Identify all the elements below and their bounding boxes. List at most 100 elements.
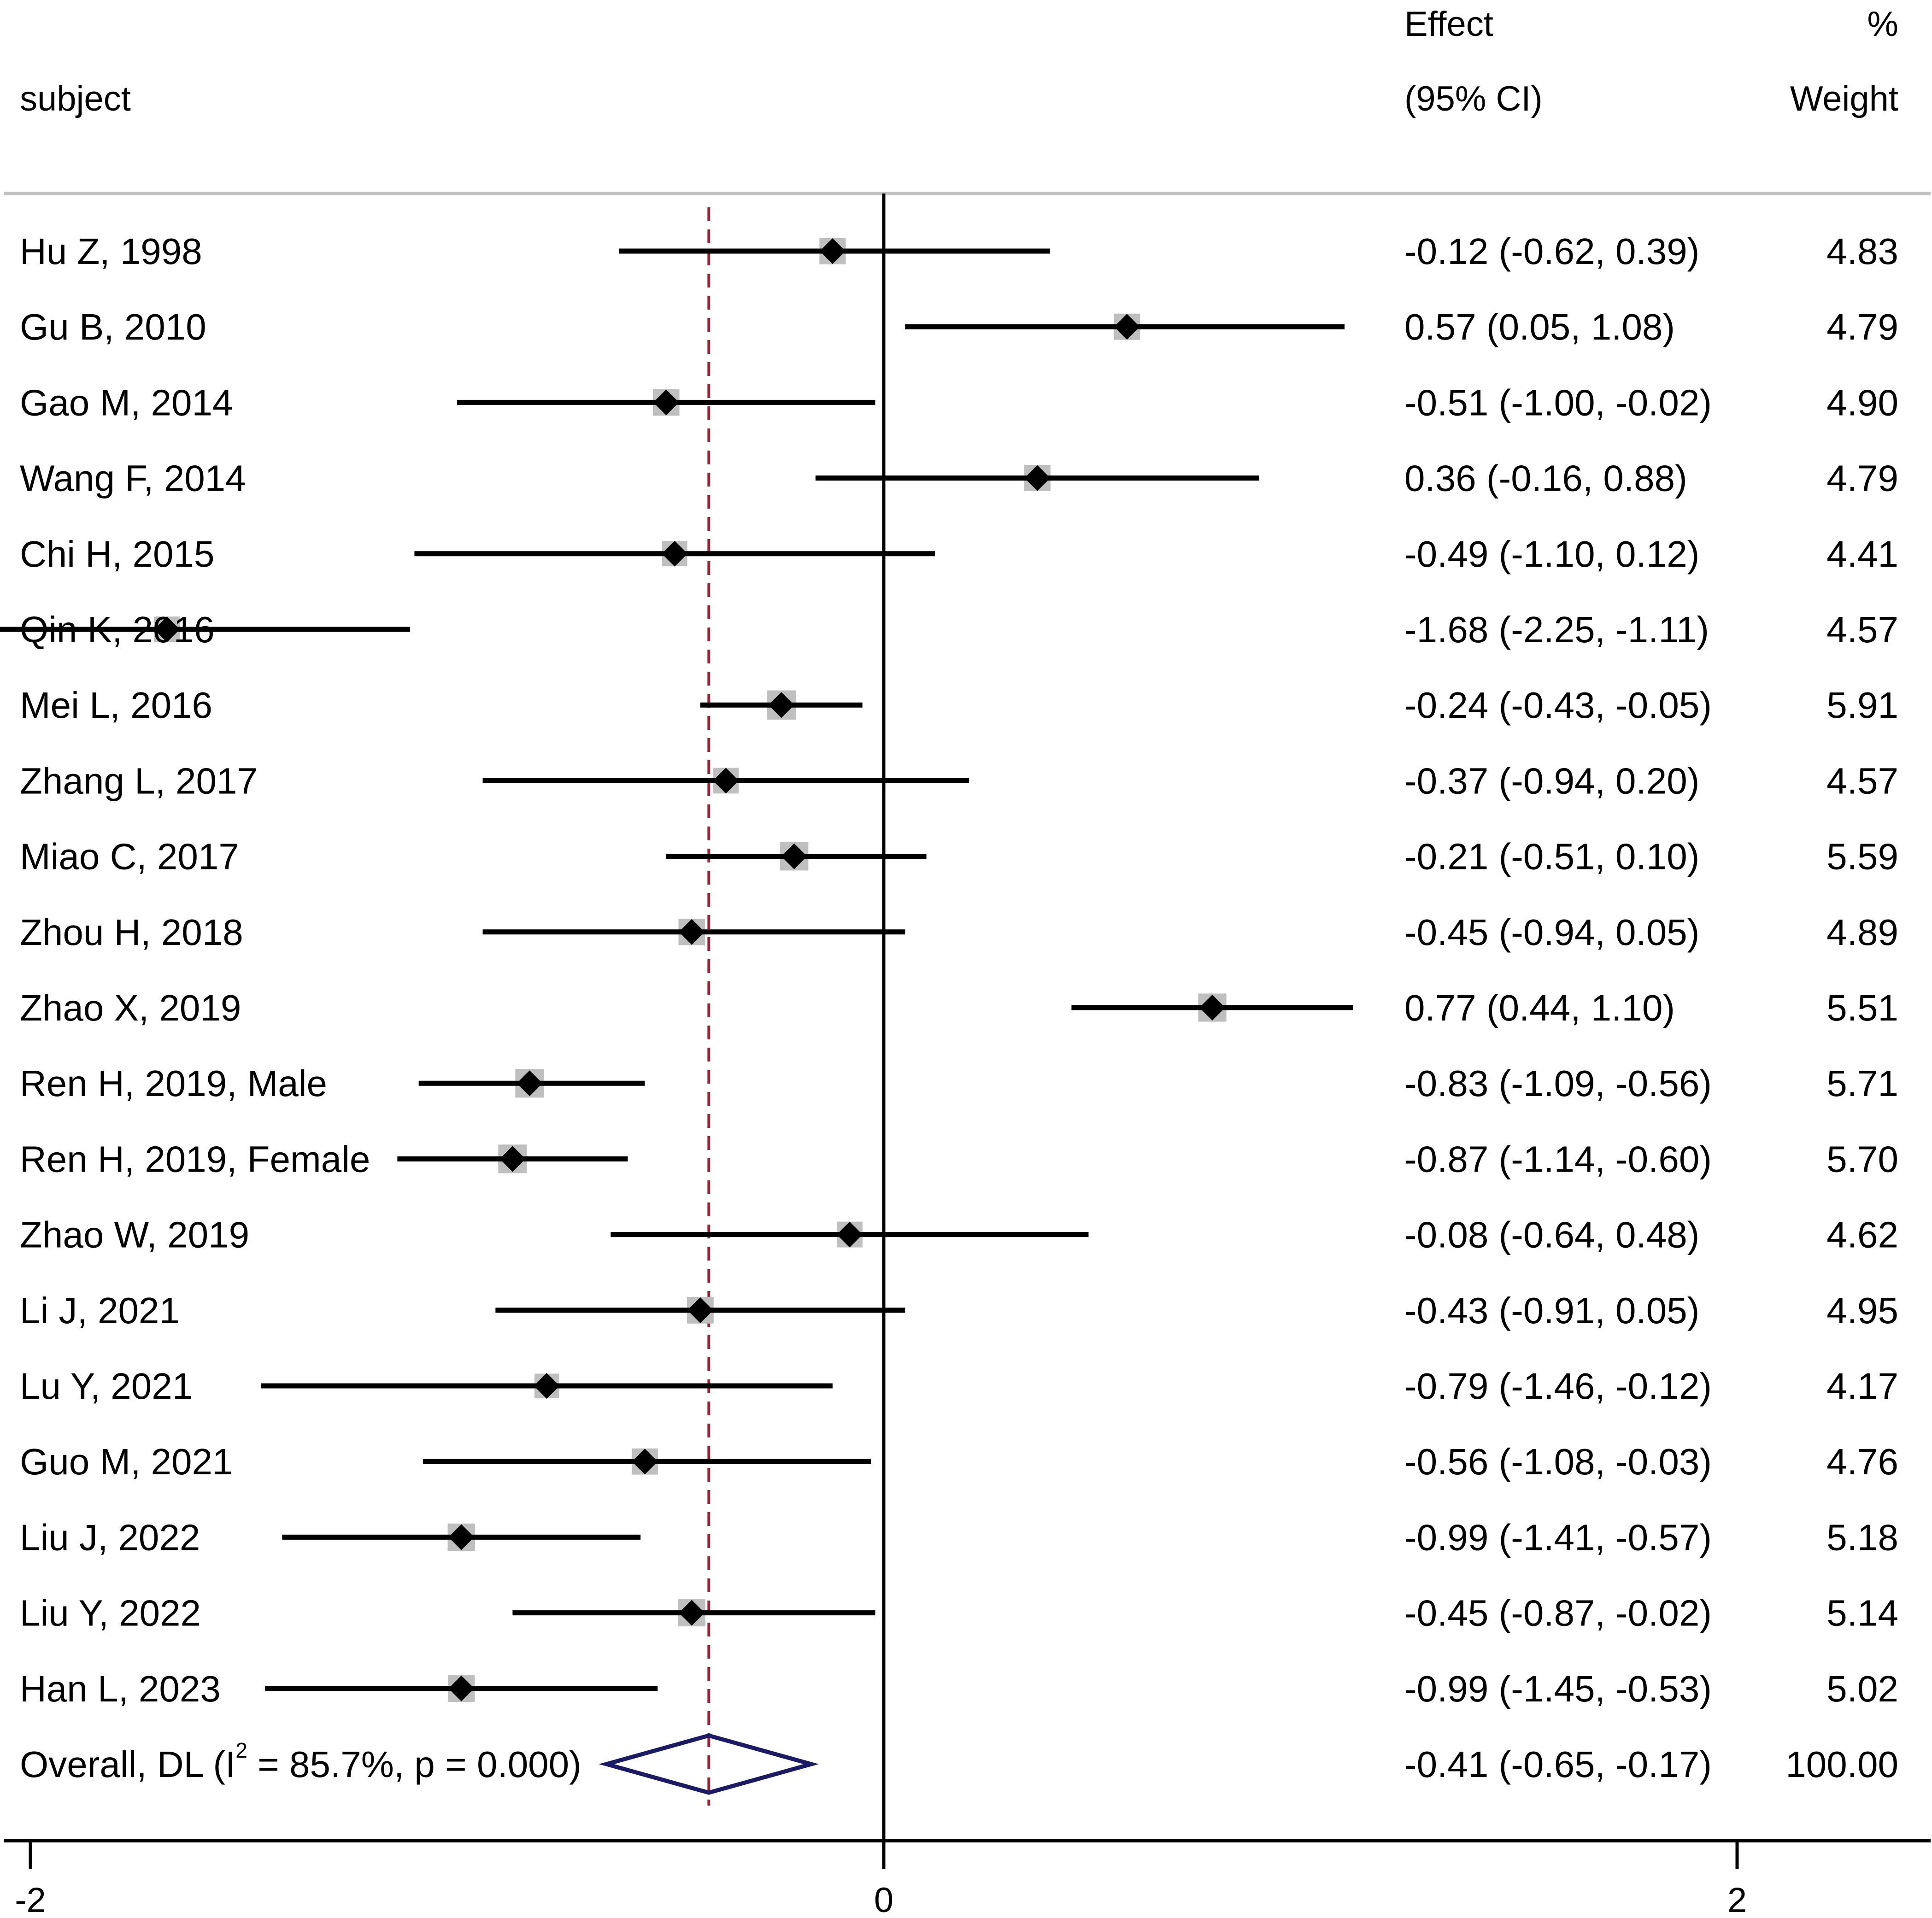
study-row: Miao C, 2017 -0.21 (-0.51, 0.10) 5.59 xyxy=(20,836,1898,877)
study-ci: -0.43 (-0.91, 0.05) xyxy=(1404,1290,1699,1331)
study-rows: Hu Z, 1998 -0.12 (-0.62, 0.39) 4.83 Gu B, 2… xyxy=(0,231,1898,1709)
header-ci: (95% CI) xyxy=(1404,79,1543,118)
study-ci: -0.24 (-0.43, -0.05) xyxy=(1404,685,1712,726)
header-subject: subject xyxy=(20,79,131,118)
study-weight: 4.62 xyxy=(1826,1214,1898,1255)
study-weight: 4.95 xyxy=(1826,1290,1898,1331)
study-ci: -0.21 (-0.51, 0.10) xyxy=(1404,836,1699,877)
study-row: Han L, 2023 -0.99 (-1.45, -0.53) 5.02 xyxy=(20,1668,1898,1709)
study-label: Guo M, 2021 xyxy=(20,1441,233,1482)
study-label: Ren H, 2019, Male xyxy=(20,1063,327,1104)
point-estimate xyxy=(517,1070,543,1097)
study-row: Ren H, 2019, Male -0.83 (-1.09, -0.56) 5.7… xyxy=(20,1063,1898,1104)
study-label: Han L, 2023 xyxy=(20,1668,221,1709)
x-tick-label: -2 xyxy=(15,1881,46,1918)
x-axis: -2 0 2 xyxy=(4,1839,1931,1918)
study-ci: -0.45 (-0.94, 0.05) xyxy=(1404,912,1699,953)
study-row: Chi H, 2015 -0.49 (-1.10, 0.12) 4.41 xyxy=(20,534,1898,575)
point-estimate xyxy=(836,1221,863,1248)
overall-row: Overall, DL (I2 = 85.7%, p = 0.000) -0.41… xyxy=(20,1733,1898,1795)
point-estimate xyxy=(653,389,679,416)
study-row: Mei L, 2016 -0.24 (-0.43, -0.05) 5.91 xyxy=(20,685,1898,726)
x-tick-label: 0 xyxy=(874,1881,893,1918)
header-effect: Effect xyxy=(1404,5,1493,44)
study-row: Wang F, 2014 0.36 (-0.16, 0.88) 4.79 xyxy=(20,458,1898,499)
study-label: Qin K, 2016 xyxy=(20,609,215,650)
study-row: Gu B, 2010 0.57 (0.05, 1.08) 4.79 xyxy=(20,306,1898,347)
study-row: Guo M, 2021 -0.56 (-1.08, -0.03) 4.76 xyxy=(20,1441,1898,1482)
study-ci: -0.87 (-1.14, -0.60) xyxy=(1404,1138,1712,1179)
study-label: Zhao W, 2019 xyxy=(20,1214,249,1255)
study-weight: 4.17 xyxy=(1826,1366,1898,1407)
study-ci: -0.99 (-1.41, -0.57) xyxy=(1404,1517,1712,1558)
overall-weight: 100.00 xyxy=(1785,1744,1898,1785)
point-estimate xyxy=(534,1373,560,1399)
study-label: Mei L, 2016 xyxy=(20,685,212,726)
study-weight: 4.90 xyxy=(1826,382,1898,423)
study-label: Gu B, 2010 xyxy=(20,306,206,347)
point-estimate xyxy=(448,1675,475,1701)
study-label: Hu Z, 1998 xyxy=(20,231,202,272)
study-row: Lu Y, 2021 -0.79 (-1.46, -0.12) 4.17 xyxy=(20,1366,1898,1407)
point-estimate xyxy=(632,1449,658,1475)
study-ci: 0.77 (0.44, 1.10) xyxy=(1404,987,1675,1028)
study-weight: 4.89 xyxy=(1826,912,1898,953)
study-ci: 0.36 (-0.16, 0.88) xyxy=(1404,458,1687,499)
study-label: Li J, 2021 xyxy=(20,1290,180,1331)
reference-lines xyxy=(707,194,886,1841)
study-weight: 4.57 xyxy=(1826,760,1898,801)
study-row: Liu J, 2022 -0.99 (-1.41, -0.57) 5.18 xyxy=(20,1517,1898,1558)
study-label: Zhao X, 2019 xyxy=(20,987,241,1028)
study-ci: -0.79 (-1.46, -0.12) xyxy=(1404,1366,1712,1407)
point-estimate xyxy=(448,1524,475,1550)
study-weight: 5.14 xyxy=(1826,1593,1898,1634)
point-estimate xyxy=(1199,995,1226,1021)
point-estimate xyxy=(679,1600,705,1626)
study-ci: 0.57 (0.05, 1.08) xyxy=(1404,306,1675,347)
overall-label-prefix: Overall, DL (I xyxy=(20,1744,235,1785)
point-estimate xyxy=(768,692,794,718)
study-weight: 5.18 xyxy=(1826,1517,1898,1558)
study-row: Qin K, 2016 -1.68 (-2.25, -1.11) 4.57 xyxy=(0,609,1898,650)
study-weight: 4.79 xyxy=(1826,306,1898,347)
study-row: Liu Y, 2022 -0.45 (-0.87, -0.02) 5.14 xyxy=(20,1593,1898,1634)
study-weight: 4.76 xyxy=(1826,1441,1898,1482)
overall-label: Overall, DL (I2 = 85.7%, p = 0.000) xyxy=(20,1738,581,1785)
point-estimate xyxy=(819,238,846,264)
header-percent: % xyxy=(1867,5,1898,44)
overall-diamond xyxy=(599,1733,819,1795)
overall-label-suffix: = 85.7%, p = 0.000) xyxy=(247,1744,581,1785)
point-estimate xyxy=(154,616,180,642)
study-label: Wang F, 2014 xyxy=(20,458,246,499)
study-ci: -0.51 (-1.00, -0.02) xyxy=(1404,382,1712,423)
study-ci: -0.37 (-0.94, 0.20) xyxy=(1404,760,1699,801)
study-label: Zhang L, 2017 xyxy=(20,760,258,801)
x-tick-label: 2 xyxy=(1727,1881,1747,1918)
study-ci: -0.83 (-1.09, -0.56) xyxy=(1404,1063,1712,1104)
study-weight: 5.71 xyxy=(1826,1063,1898,1104)
point-estimate xyxy=(1114,314,1140,340)
overall-ci: -0.41 (-0.65, -0.17) xyxy=(1404,1744,1712,1785)
study-row: Zhou H, 2018 -0.45 (-0.94, 0.05) 4.89 xyxy=(20,912,1898,953)
study-label: Lu Y, 2021 xyxy=(20,1366,193,1407)
study-row: Zhao W, 2019 -0.08 (-0.64, 0.48) 4.62 xyxy=(20,1214,1898,1255)
point-estimate xyxy=(679,919,705,945)
study-weight: 4.79 xyxy=(1826,458,1898,499)
study-label: Liu J, 2022 xyxy=(20,1517,200,1558)
study-label: Miao C, 2017 xyxy=(20,836,239,877)
study-label: Zhou H, 2018 xyxy=(20,912,243,953)
study-row: Li J, 2021 -0.43 (-0.91, 0.05) 4.95 xyxy=(20,1290,1898,1331)
study-row: Zhao X, 2019 0.77 (0.44, 1.10) 5.51 xyxy=(20,987,1898,1028)
point-estimate xyxy=(713,768,739,794)
study-label: Liu Y, 2022 xyxy=(20,1593,201,1634)
study-label: Chi H, 2015 xyxy=(20,534,214,575)
study-ci: -0.08 (-0.64, 0.48) xyxy=(1404,1214,1699,1255)
study-ci: -0.99 (-1.45, -0.53) xyxy=(1404,1668,1712,1709)
study-label: Ren H, 2019, Female xyxy=(20,1138,370,1179)
point-estimate xyxy=(662,540,688,567)
study-ci: -0.45 (-0.87, -0.02) xyxy=(1404,1593,1712,1634)
overall-label-sup: 2 xyxy=(235,1738,247,1762)
study-ci: -1.68 (-2.25, -1.11) xyxy=(1404,609,1709,650)
study-label: Gao M, 2014 xyxy=(20,382,233,423)
